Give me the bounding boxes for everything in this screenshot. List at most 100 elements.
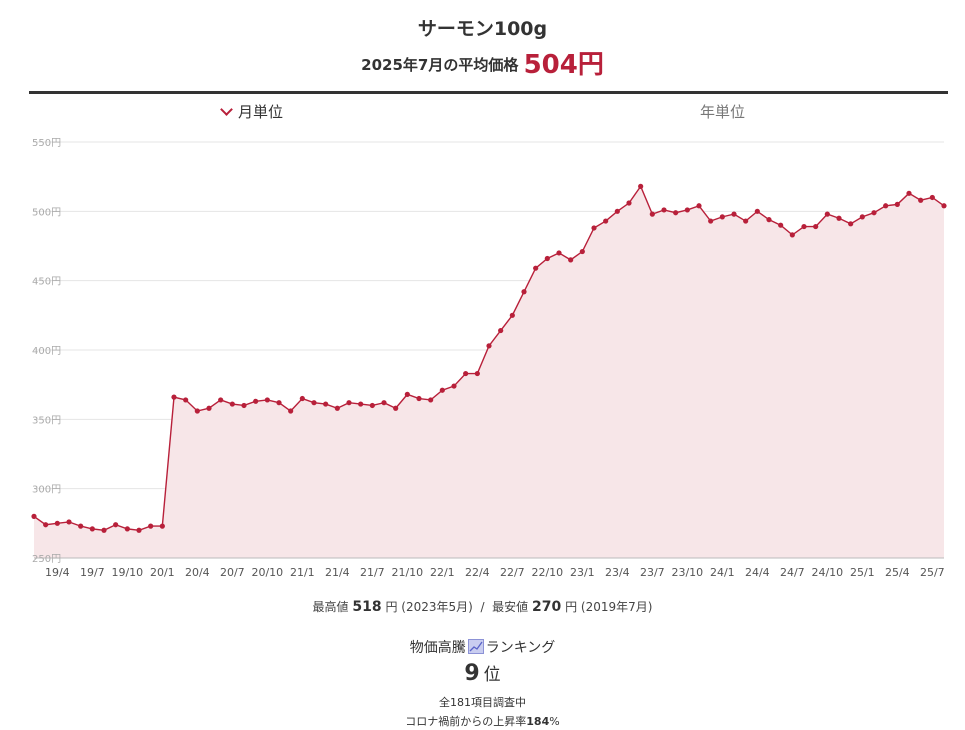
data-point <box>684 207 690 213</box>
data-point <box>813 223 819 230</box>
data-point <box>521 289 527 295</box>
average-price-label: 2025年7月の平均価格 <box>361 56 519 74</box>
survey-note: 全181項目調査中 <box>439 696 526 709</box>
data-point <box>218 397 224 403</box>
data-point <box>941 203 947 209</box>
data-point <box>579 248 585 255</box>
x-tick-label: 19/7 <box>80 566 105 579</box>
x-tick-label: 23/7 <box>640 566 665 579</box>
min-label: 最安値 <box>492 600 529 614</box>
x-tick-label: 20/10 <box>251 566 283 579</box>
x-tick-label: 22/7 <box>500 566 525 579</box>
y-tick-label: 450円 <box>32 277 61 288</box>
ranking-title[interactable]: 物価高騰 ランキング <box>0 637 965 657</box>
x-tick-label: 22/10 <box>531 566 563 579</box>
data-point <box>778 222 784 228</box>
data-point <box>136 527 142 533</box>
tab-monthly[interactable]: 月単位 <box>220 101 284 122</box>
data-point <box>731 211 737 217</box>
x-tick-label: 24/1 <box>710 566 735 579</box>
data-point <box>544 255 550 262</box>
data-point <box>183 397 189 403</box>
data-point <box>241 402 247 409</box>
data-point <box>649 211 655 217</box>
data-point <box>124 526 130 532</box>
data-point <box>859 214 865 220</box>
average-price-line: 2025年7月の平均価格 504円 <box>0 44 965 81</box>
max-date: (2023年5月) <box>401 600 473 614</box>
x-tick-label: 25/7 <box>920 566 945 579</box>
data-point <box>311 400 317 406</box>
data-point <box>428 397 434 403</box>
data-point <box>801 223 807 230</box>
data-point <box>871 210 877 216</box>
data-point <box>766 217 772 223</box>
data-point <box>789 232 795 238</box>
x-tick-label: 24/4 <box>745 566 770 579</box>
data-point <box>381 400 387 406</box>
tab-monthly-label: 月単位 <box>238 103 284 121</box>
x-tick-label: 23/1 <box>570 566 595 579</box>
data-point <box>66 519 72 525</box>
data-point <box>416 395 422 402</box>
data-point <box>894 201 900 207</box>
x-tick-label: 25/4 <box>885 566 910 579</box>
y-tick-label: 550円 <box>32 138 61 149</box>
x-tick-label: 23/4 <box>605 566 630 579</box>
data-point <box>43 522 49 528</box>
x-tick-label: 25/1 <box>850 566 875 579</box>
page-title: サーモン100g <box>417 18 548 40</box>
data-point <box>486 343 492 349</box>
x-tick-label: 22/1 <box>430 566 455 579</box>
x-tick-label: 19/10 <box>111 566 143 579</box>
x-tick-label: 20/7 <box>220 566 245 579</box>
x-tick-label: 21/4 <box>325 566 350 579</box>
data-point <box>171 394 177 400</box>
data-point <box>848 221 854 227</box>
header-divider <box>29 91 948 94</box>
average-price-value: 504円 <box>523 50 604 80</box>
data-point <box>929 194 935 201</box>
max-label: 最高値 <box>312 600 349 614</box>
data-point <box>918 197 924 203</box>
y-tick-label: 400円 <box>32 346 61 357</box>
data-point <box>661 207 667 213</box>
y-tick-label: 300円 <box>32 485 61 496</box>
data-point <box>533 265 539 271</box>
ranking-number: 9 <box>464 661 480 686</box>
data-point <box>603 218 609 224</box>
data-point <box>229 401 235 407</box>
data-point <box>346 400 352 406</box>
tab-yearly-label: 年単位 <box>700 103 746 121</box>
data-point <box>638 183 644 189</box>
min-unit: 円 <box>565 600 578 614</box>
y-tick-label: 350円 <box>32 415 61 426</box>
data-point <box>509 312 515 318</box>
tab-yearly[interactable]: 年単位 <box>700 101 745 122</box>
data-point <box>54 520 60 526</box>
data-point <box>264 397 270 403</box>
chart-trend-icon <box>467 639 484 654</box>
data-point <box>299 395 305 402</box>
data-point <box>113 522 119 528</box>
data-point <box>159 523 165 529</box>
min-value: 270 <box>532 599 562 615</box>
data-point <box>101 527 107 533</box>
data-point <box>498 327 504 334</box>
min-date: (2019年7月) <box>580 600 653 614</box>
data-point <box>393 405 399 411</box>
x-tick-label: 23/10 <box>671 566 703 579</box>
data-point <box>708 218 714 224</box>
data-point <box>451 383 457 389</box>
rise-rate-unit: % <box>549 715 560 728</box>
data-point <box>743 218 749 224</box>
data-point <box>626 200 632 206</box>
data-point <box>194 408 200 414</box>
x-tick-label: 20/4 <box>185 566 210 579</box>
data-point <box>31 513 37 519</box>
data-point <box>404 391 410 397</box>
rise-rate-label: コロナ禍前からの上昇率 <box>405 715 527 728</box>
data-point <box>824 211 830 217</box>
data-point <box>253 398 259 404</box>
